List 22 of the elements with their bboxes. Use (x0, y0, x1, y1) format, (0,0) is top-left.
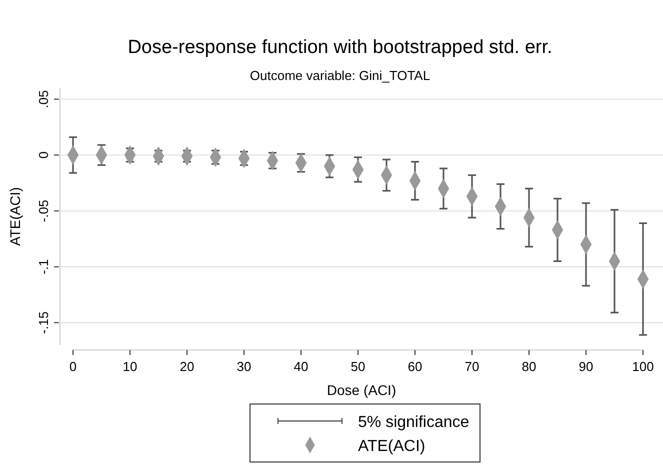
x-tick-label: 70 (464, 359, 480, 374)
y-tick-label: -.1 (36, 259, 51, 274)
x-tick-label: 90 (578, 359, 594, 374)
y-axis-title: ATE(ACI) (7, 187, 23, 246)
x-tick-label: 10 (122, 359, 138, 374)
x-tick-label: 60 (408, 359, 422, 374)
chart-subtitle: Outcome variable: Gini_TOTAL (250, 68, 430, 83)
x-tick-label: 80 (522, 359, 536, 374)
x-tick-label: 50 (350, 359, 366, 374)
x-tick-label: 20 (180, 359, 194, 374)
x-tick-label: 30 (236, 359, 252, 374)
text: 5% significance (358, 414, 470, 431)
y-tick-label: .05 (36, 90, 51, 108)
x-tick-label: 40 (294, 359, 308, 374)
y-tick-label: 0 (36, 151, 51, 159)
text: ATE(ACI) (358, 438, 426, 455)
y-tick-label: -.15 (36, 311, 51, 334)
x-tick-label: 100 (632, 359, 654, 374)
x-tick-label: 0 (69, 359, 77, 374)
x-axis-title: Dose (ACI) (326, 382, 396, 398)
y-tick-label: -.05 (36, 200, 51, 222)
chart-title: Dose-response function with bootstrapped std. err. (128, 37, 552, 58)
